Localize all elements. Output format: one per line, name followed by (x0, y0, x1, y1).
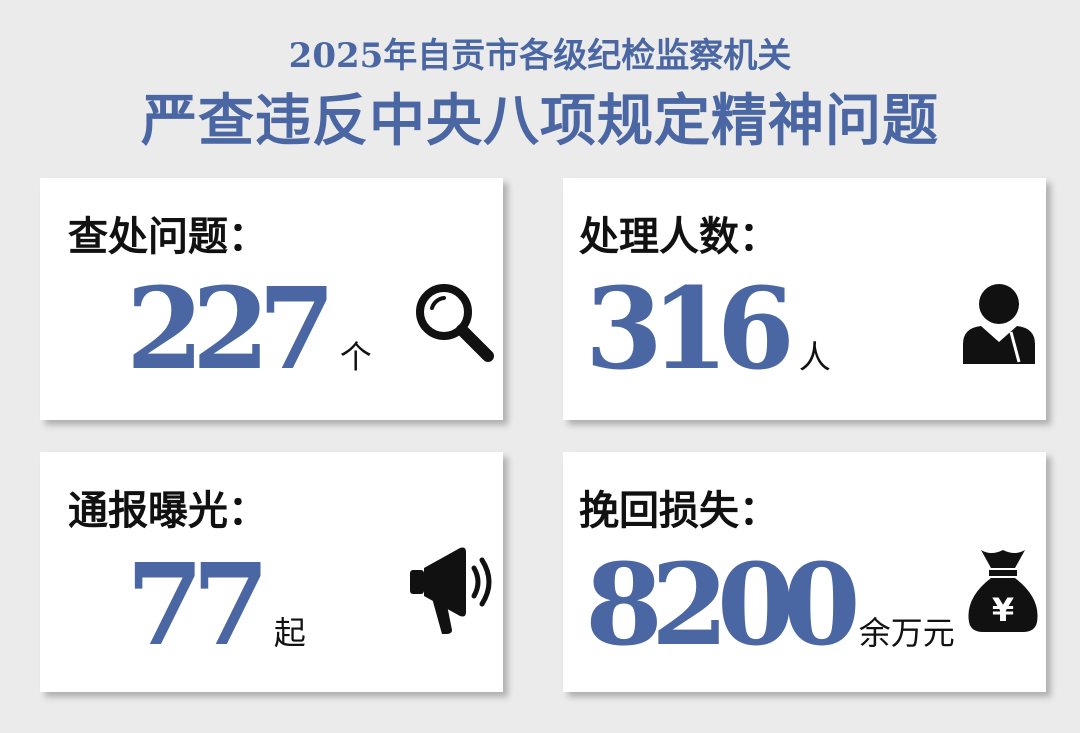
title-line-1: 2025年自贡市各级纪检监察机关 (288, 36, 792, 76)
card-value: 77 (126, 540, 270, 671)
card-value-row: 227 个 (126, 274, 372, 386)
person-icon (963, 284, 1035, 364)
card-value: 316 (585, 264, 795, 395)
card-unit: 余万元 (858, 614, 955, 652)
card-unit: 起 (273, 614, 306, 652)
yen-symbol: ¥ (992, 591, 1014, 629)
card-exposure: 通报曝光： 77 起 (40, 452, 503, 692)
card-value-row: 316 人 (585, 274, 831, 386)
card-label: 处理人数： (579, 214, 779, 260)
card-value: 227 (126, 264, 336, 395)
card-label: 查处问题： (68, 214, 268, 260)
card-label: 挽回损失： (579, 488, 779, 534)
card-value-row: 77 起 (126, 550, 306, 662)
card-unit: 个 (339, 338, 372, 376)
card-value: 8200 (585, 540, 861, 671)
megaphone-icon (410, 547, 492, 634)
money-bag-icon: ¥ (968, 550, 1038, 632)
card-label: 通报曝光： (68, 488, 268, 534)
card-unit: 人 (798, 338, 831, 376)
card-recovered: 挽回损失： 8200 余万元 ¥ (563, 452, 1046, 692)
card-value-row: 8200 余万元 (585, 550, 955, 662)
magnifier-icon (416, 284, 494, 362)
card-people: 处理人数： 316 人 (563, 178, 1046, 420)
card-problems: 查处问题： 227 个 (40, 178, 503, 420)
title-line-2: 严查违反中央八项规定精神问题 (141, 88, 939, 154)
